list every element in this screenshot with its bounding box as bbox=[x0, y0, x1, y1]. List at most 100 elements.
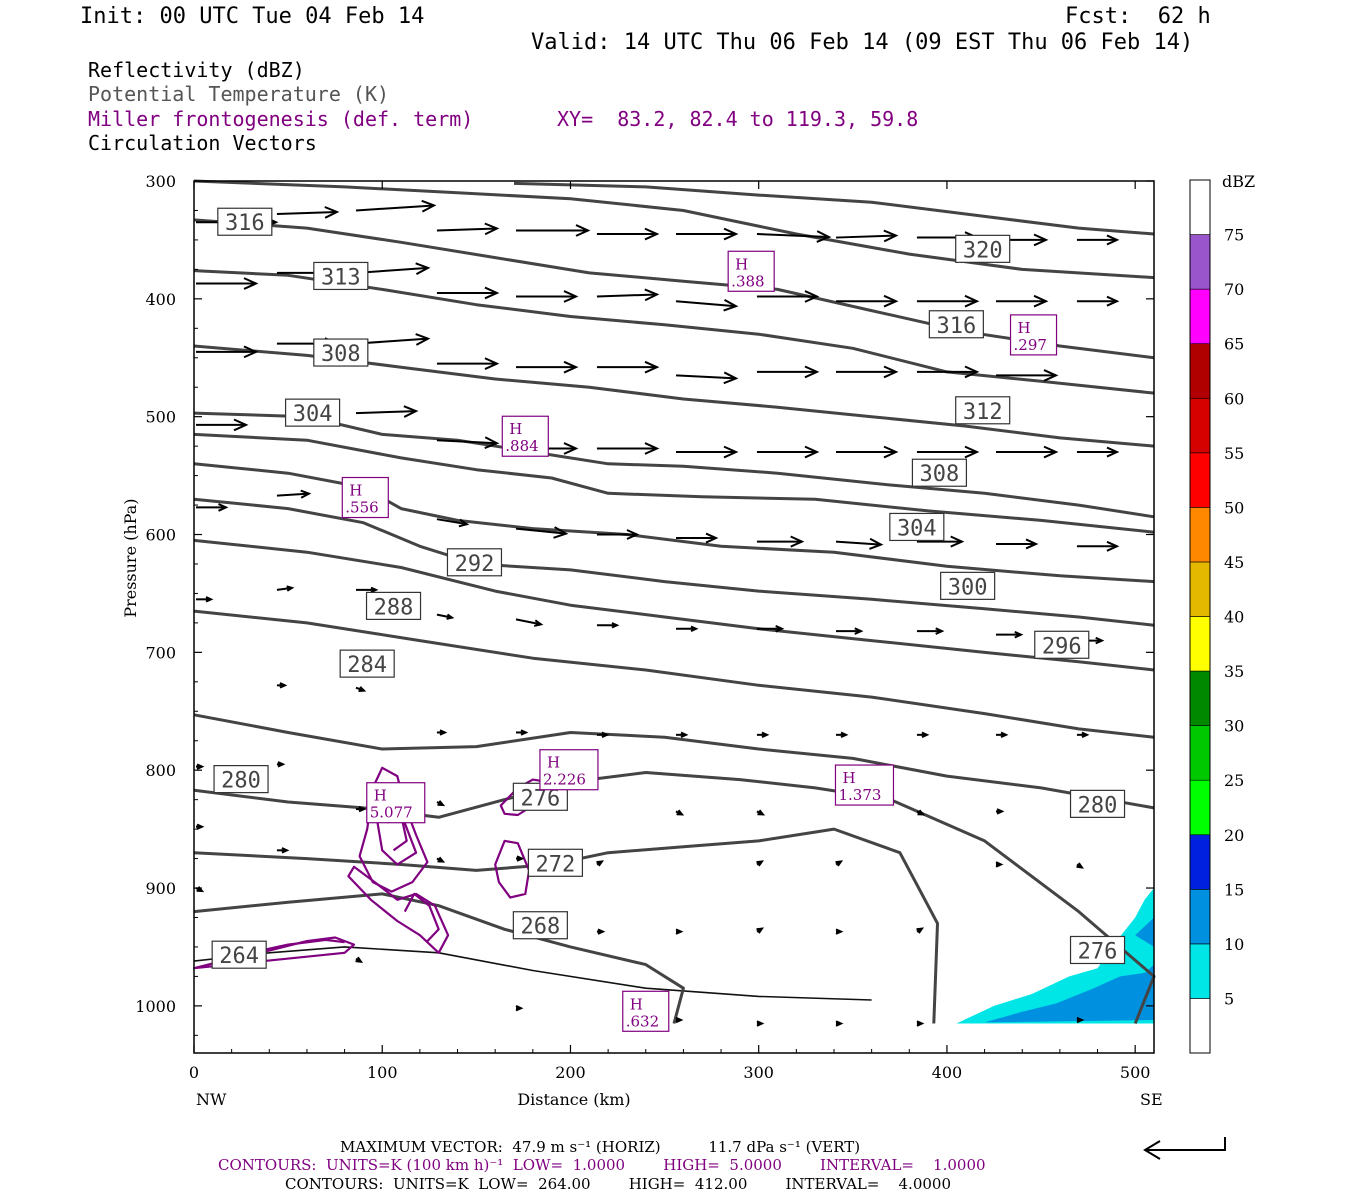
vector-head bbox=[1033, 233, 1049, 247]
theta-label-box bbox=[339, 649, 395, 678]
fronto-high-value: 5.077 bbox=[370, 804, 413, 822]
vector-head bbox=[835, 860, 844, 867]
circulation-vector-88 bbox=[916, 809, 926, 816]
circulation-vector-89 bbox=[996, 808, 1005, 815]
vector-shaft bbox=[756, 233, 829, 239]
vector-head bbox=[883, 229, 899, 243]
circulation-vector-19 bbox=[756, 290, 820, 303]
theta-label-box bbox=[217, 207, 273, 236]
vector-head bbox=[415, 262, 431, 276]
theta-label-box bbox=[1069, 935, 1126, 965]
theta-label-9: 272 bbox=[527, 848, 584, 877]
circulation-vector-77 bbox=[836, 731, 849, 738]
vector-head bbox=[1043, 445, 1059, 459]
fronto-contour-5 bbox=[494, 839, 531, 899]
colorbar-label-55: 55 bbox=[1224, 444, 1244, 463]
vector-head bbox=[1000, 731, 1009, 738]
vector-shaft bbox=[675, 300, 737, 308]
theta-label-box bbox=[313, 338, 369, 367]
theta-label-text: 280 bbox=[221, 769, 261, 794]
circulation-vector-111 bbox=[1076, 1016, 1085, 1024]
vector-head bbox=[1095, 636, 1105, 645]
vector-head bbox=[964, 365, 980, 379]
fronto-high-value: .884 bbox=[505, 437, 538, 455]
fronto-contour-3 bbox=[347, 865, 450, 954]
theta-label-text: 304 bbox=[293, 402, 333, 427]
fronto-contour-9 bbox=[250, 938, 345, 954]
field-theta: Potential Temperature (K) bbox=[88, 82, 390, 106]
circulation-vector-5 bbox=[596, 227, 660, 241]
vector-head bbox=[935, 627, 945, 635]
circulation-vector-109 bbox=[835, 1020, 844, 1027]
colorbar-label-60: 60 bbox=[1224, 389, 1244, 408]
circulation-vector-78 bbox=[916, 731, 930, 738]
circulation-vector-110 bbox=[916, 1020, 925, 1027]
vector-shaft bbox=[675, 374, 737, 380]
circulation-vector-55 bbox=[916, 535, 965, 548]
theta-label-text: 284 bbox=[347, 653, 387, 678]
circulation-vector-99 bbox=[195, 886, 205, 893]
vector-shaft bbox=[596, 293, 657, 298]
circulation-vector-79 bbox=[996, 731, 1009, 738]
fronto-high-letter: H bbox=[630, 995, 643, 1013]
vector-head bbox=[883, 294, 899, 308]
vector-head bbox=[218, 503, 229, 512]
theta-label-box bbox=[1069, 789, 1126, 818]
colorbar-label-75: 75 bbox=[1224, 226, 1244, 245]
colorbar-label-15: 15 bbox=[1224, 880, 1244, 899]
theta-label-text: 276 bbox=[1078, 939, 1118, 964]
vector-head bbox=[761, 731, 770, 738]
y-tick-label: 400 bbox=[145, 290, 176, 309]
circulation-vector-84 bbox=[436, 800, 446, 807]
theta-label-box bbox=[955, 234, 1011, 263]
circulation-vector-81 bbox=[196, 763, 205, 770]
circulation-vector-102 bbox=[756, 927, 765, 934]
y-tick-label: 900 bbox=[145, 879, 176, 898]
vector-head bbox=[358, 686, 367, 693]
vector-head bbox=[816, 230, 832, 243]
circulation-vector-83 bbox=[356, 805, 367, 813]
vector-head bbox=[775, 625, 785, 633]
theta-contour-296-9 bbox=[193, 432, 1155, 534]
circulation-vector-23 bbox=[1076, 295, 1120, 307]
theta-label-text: 292 bbox=[455, 552, 495, 577]
vector-head bbox=[520, 729, 529, 736]
colorbar-label-40: 40 bbox=[1224, 608, 1244, 627]
theta-contour-268-1 bbox=[193, 892, 685, 1024]
y-tick-label: 800 bbox=[145, 761, 176, 780]
colorbar-label-35: 35 bbox=[1224, 662, 1244, 681]
theta-label-box bbox=[1034, 630, 1090, 659]
theta-label-box bbox=[211, 940, 267, 969]
theta-label-box bbox=[955, 396, 1011, 425]
colorbar-label-50: 50 bbox=[1224, 498, 1244, 517]
forecast-hour: Fcst: 62 h bbox=[1065, 4, 1211, 29]
circulation-vector-82 bbox=[276, 761, 286, 768]
circulation-vector-94 bbox=[596, 860, 605, 867]
colorbar-label-30: 30 bbox=[1224, 717, 1244, 736]
theta-label-20: 276 bbox=[1069, 935, 1126, 965]
circulation-vector-33 bbox=[916, 365, 980, 379]
fronto-contour-4 bbox=[403, 892, 440, 942]
vector-head bbox=[1043, 369, 1059, 382]
vector-head bbox=[723, 371, 739, 385]
circulation-vector-67 bbox=[916, 627, 945, 635]
circulation-vector-57 bbox=[1076, 540, 1120, 552]
colorbar-swatch-3 bbox=[1189, 834, 1211, 890]
vector-head bbox=[1033, 294, 1049, 308]
vector-head bbox=[883, 365, 899, 379]
xy-range: XY= 83.2, 82.4 to 119.3, 59.8 bbox=[557, 107, 919, 131]
vector-head bbox=[995, 861, 1004, 868]
colorbar-swatch-0 bbox=[1189, 998, 1211, 1054]
circulation-vector-90 bbox=[196, 823, 205, 830]
circulation-vector-60 bbox=[356, 586, 379, 594]
circulation-vector-43 bbox=[916, 445, 980, 459]
theta-contour-272-2 bbox=[193, 827, 939, 1024]
fronto-high-letter: H bbox=[547, 754, 560, 772]
fronto-high-1: H.297 bbox=[1009, 314, 1058, 356]
circulation-vector-28 bbox=[516, 360, 579, 374]
colorbar-swatch-9 bbox=[1189, 507, 1211, 563]
vector-head bbox=[840, 731, 849, 738]
vector-head bbox=[286, 585, 295, 592]
vector-head bbox=[804, 290, 820, 303]
fronto-high-4: H2.226 bbox=[539, 749, 599, 791]
